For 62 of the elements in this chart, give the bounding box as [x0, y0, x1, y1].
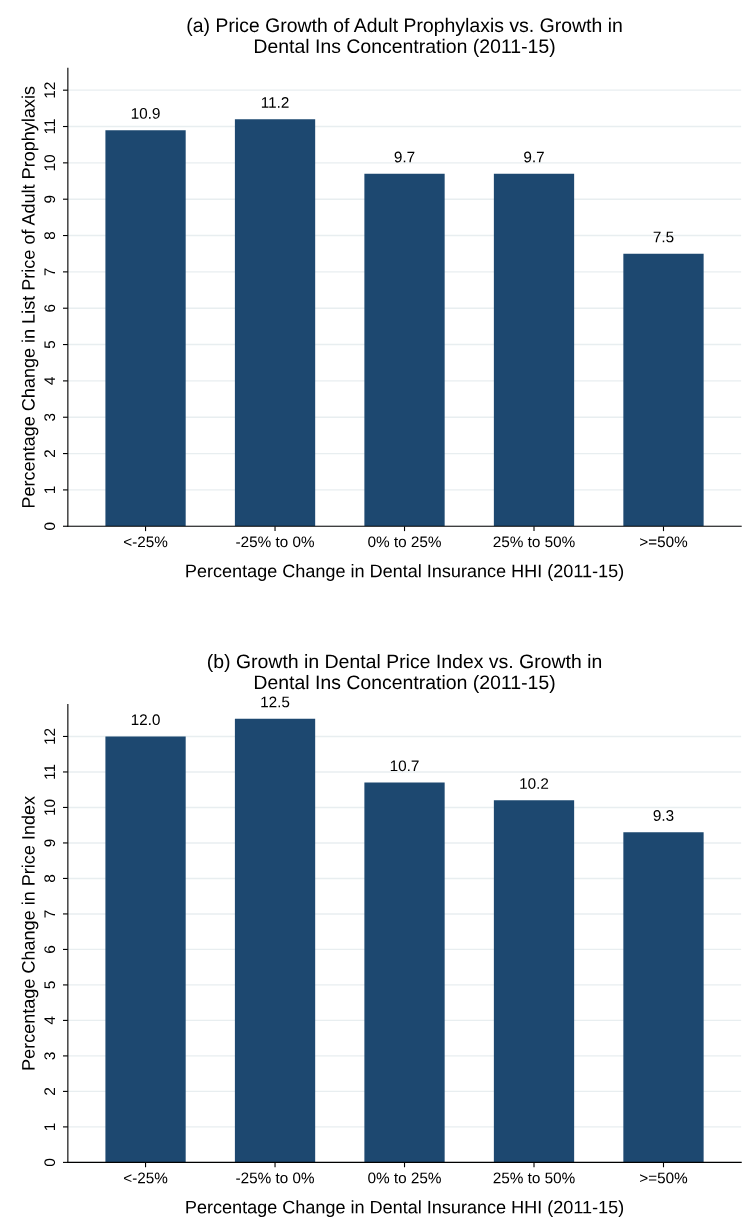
bar	[623, 832, 704, 1163]
x-tick-label: 0% to 25%	[368, 536, 441, 548]
data-label: 9.7	[394, 151, 415, 163]
x-tick-label: <-25%	[124, 1172, 168, 1184]
y-tick-label: 4	[44, 377, 55, 385]
y-axis-title: Percentage Change in Price Index	[21, 796, 39, 1070]
y-tick-label: 9	[44, 839, 56, 847]
y-tick-label: 10	[44, 154, 56, 171]
y-tick-label: 0	[44, 1158, 56, 1167]
y-tick-label: 0	[44, 522, 56, 530]
bar	[234, 119, 316, 527]
y-tick-label: 8	[44, 231, 56, 240]
y-tick-label: 6	[44, 304, 56, 312]
y-tick-label: 1	[44, 1123, 55, 1130]
y-tick-label: 11	[44, 764, 55, 779]
data-label: 9.7	[524, 151, 544, 163]
y-tick-label: 4	[44, 1016, 55, 1025]
bar	[623, 253, 704, 527]
x-tick-label: >=50%	[640, 1172, 688, 1184]
bar	[105, 130, 186, 527]
y-tick-label: 10	[44, 799, 56, 815]
x-axis-title: Percentage Change in Dental Insurance HHI (2011-15)	[186, 564, 624, 581]
y-tick-label: 2	[44, 450, 55, 458]
y-tick-label: 12	[44, 82, 55, 98]
y-tick-label: 2	[44, 1087, 55, 1095]
data-label: 9.3	[653, 810, 674, 821]
bar	[493, 173, 575, 527]
x-axis-title: Percentage Change in Dental Insurance HHI (2011-15)	[186, 1200, 624, 1218]
bar	[364, 782, 445, 1163]
x-tick-label: -25% to 0%	[236, 1172, 314, 1184]
y-tick-label: 3	[44, 1052, 56, 1060]
y-tick-label: 7	[44, 268, 55, 276]
y-axis-title: Percentage Change in List Price of Adult Prophylaxis	[21, 86, 39, 508]
data-label: 12.5	[261, 696, 290, 708]
x-tick-label: 25% to 50%	[493, 536, 575, 548]
y-tick-label: 12	[44, 728, 55, 744]
data-label: 12.0	[131, 714, 160, 726]
y-tick-label: 5	[44, 981, 56, 989]
y-tick-label: 9	[44, 195, 56, 203]
y-tick-label: 8	[44, 874, 56, 883]
y-tick-label: 11	[44, 119, 55, 134]
bar	[364, 173, 445, 527]
data-label: 10.9	[131, 107, 160, 119]
x-tick-label: 0% to 25%	[368, 1172, 441, 1184]
y-tick-label: 7	[44, 910, 55, 918]
bar	[234, 718, 316, 1163]
bar	[105, 736, 186, 1163]
y-tick-label: 6	[44, 945, 56, 953]
data-label: 10.7	[390, 760, 419, 772]
x-tick-label: <-25%	[124, 536, 168, 548]
x-tick-label: 25% to 50%	[493, 1172, 575, 1184]
chart-title: (b) Growth in Dental Price Index vs. Growth in Dental Ins Concentration (2011-15)	[207, 654, 602, 694]
data-label: 7.5	[653, 231, 674, 243]
y-tick-label: 5	[44, 340, 56, 349]
x-tick-label: -25% to 0%	[236, 536, 314, 548]
y-tick-label: 1	[44, 486, 55, 493]
chart-title: (a) Price Growth of Adult Prophylaxis vs. Growth in Dental Ins Concentration (2011-15)	[187, 17, 622, 57]
y-tick-label: 3	[44, 413, 56, 421]
data-label: 11.2	[261, 97, 289, 108]
x-tick-label: >=50%	[640, 536, 688, 548]
data-label: 10.2	[520, 778, 549, 789]
bar	[493, 800, 575, 1163]
